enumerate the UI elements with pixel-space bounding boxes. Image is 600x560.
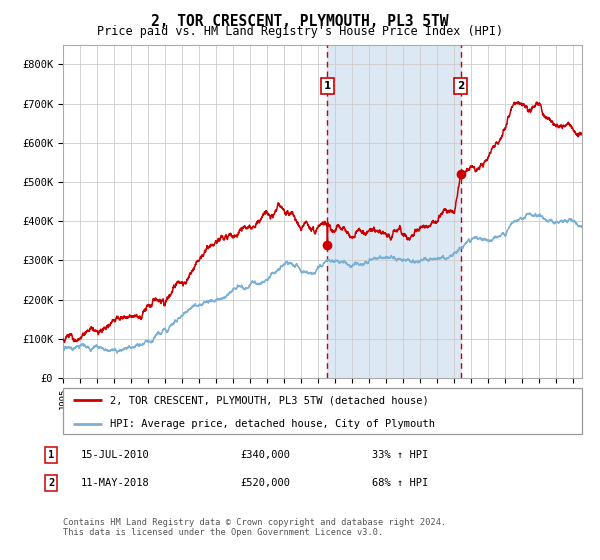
- FancyBboxPatch shape: [63, 388, 582, 434]
- Text: £340,000: £340,000: [240, 450, 290, 460]
- Text: HPI: Average price, detached house, City of Plymouth: HPI: Average price, detached house, City…: [110, 419, 435, 429]
- Text: 2, TOR CRESCENT, PLYMOUTH, PL3 5TW (detached house): 2, TOR CRESCENT, PLYMOUTH, PL3 5TW (deta…: [110, 395, 428, 405]
- Text: Contains HM Land Registry data © Crown copyright and database right 2024.
This d: Contains HM Land Registry data © Crown c…: [63, 518, 446, 538]
- Text: £520,000: £520,000: [240, 478, 290, 488]
- Bar: [328, 45, 461, 378]
- Text: 2: 2: [457, 81, 464, 91]
- Text: Price paid vs. HM Land Registry's House Price Index (HPI): Price paid vs. HM Land Registry's House …: [97, 25, 503, 38]
- Text: 2: 2: [48, 478, 54, 488]
- Text: 2, TOR CRESCENT, PLYMOUTH, PL3 5TW: 2, TOR CRESCENT, PLYMOUTH, PL3 5TW: [151, 14, 449, 29]
- Text: 1: 1: [324, 81, 331, 91]
- Text: 11-MAY-2018: 11-MAY-2018: [81, 478, 150, 488]
- Text: 33% ↑ HPI: 33% ↑ HPI: [372, 450, 428, 460]
- Text: 1: 1: [48, 450, 54, 460]
- Text: 15-JUL-2010: 15-JUL-2010: [81, 450, 150, 460]
- Text: 68% ↑ HPI: 68% ↑ HPI: [372, 478, 428, 488]
